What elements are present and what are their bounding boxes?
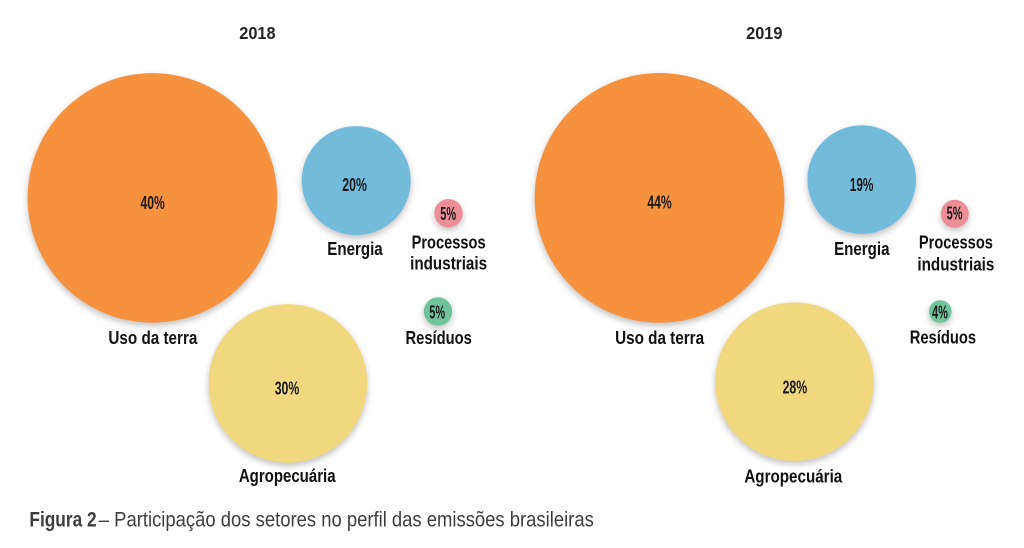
svg-text:Agropecuária: Agropecuária — [744, 465, 842, 486]
svg-text:19%: 19% — [850, 174, 874, 195]
svg-text:Uso da terra: Uso da terra — [108, 327, 198, 348]
svg-text:– Participação dos setores no: – Participação dos setores no perfil das… — [99, 508, 594, 532]
svg-text:2018: 2018 — [239, 23, 276, 43]
svg-text:Processos: Processos — [919, 232, 993, 253]
svg-text:5%: 5% — [947, 203, 963, 224]
svg-text:industriais: industriais — [410, 253, 487, 274]
svg-text:Figura 2: Figura 2 — [29, 508, 96, 532]
svg-text:industriais: industriais — [917, 254, 994, 275]
svg-text:20%: 20% — [342, 174, 367, 195]
svg-text:Processos: Processos — [412, 231, 486, 252]
svg-text:5%: 5% — [440, 203, 456, 224]
svg-text:Uso da terra: Uso da terra — [615, 327, 705, 348]
svg-text:40%: 40% — [141, 192, 165, 213]
svg-text:Resíduos: Resíduos — [910, 327, 976, 348]
svg-text:44%: 44% — [647, 192, 671, 213]
svg-text:2019: 2019 — [746, 23, 783, 43]
svg-text:4%: 4% — [932, 301, 948, 322]
svg-text:Agropecuária: Agropecuária — [239, 465, 336, 486]
svg-text:Energia: Energia — [327, 238, 383, 259]
svg-text:5%: 5% — [429, 301, 445, 322]
svg-text:Resíduos: Resíduos — [406, 327, 472, 348]
svg-text:28%: 28% — [783, 377, 808, 398]
svg-text:30%: 30% — [275, 377, 300, 398]
svg-text:Energia: Energia — [834, 238, 890, 259]
